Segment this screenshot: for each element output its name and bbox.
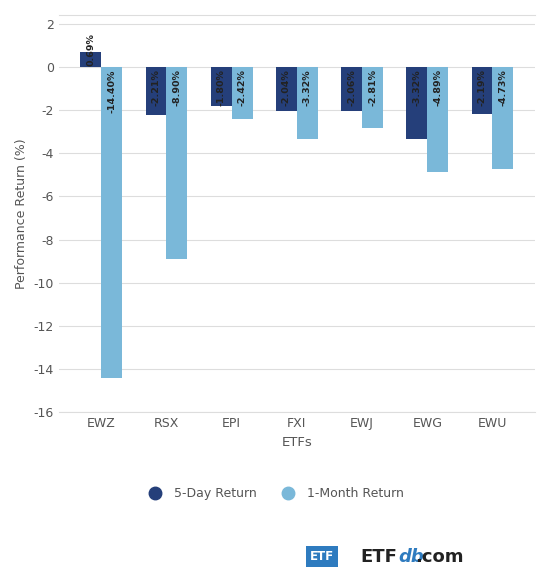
Bar [101, 67, 122, 378]
Text: -2.06%: -2.06% [347, 70, 356, 106]
Text: -3.32%: -3.32% [303, 70, 312, 106]
Text: -3.32%: -3.32% [412, 70, 421, 106]
Bar [406, 67, 427, 139]
Text: -8.90%: -8.90% [173, 70, 182, 106]
Text: -2.21%: -2.21% [152, 70, 161, 106]
Bar [276, 67, 297, 111]
Text: ETF: ETF [310, 550, 334, 563]
Bar [492, 67, 513, 169]
Text: -2.04%: -2.04% [282, 70, 291, 106]
Bar [167, 67, 188, 259]
Y-axis label: Performance Return (%): Performance Return (%) [15, 138, 28, 289]
Bar [341, 67, 362, 111]
Bar [472, 67, 492, 114]
Bar [146, 67, 167, 115]
X-axis label: ETFs: ETFs [282, 436, 312, 449]
Text: -1.80%: -1.80% [217, 70, 226, 106]
Bar [80, 52, 101, 67]
Text: db: db [399, 548, 425, 566]
Text: -2.81%: -2.81% [368, 70, 377, 106]
Bar [362, 67, 383, 127]
Bar [211, 67, 232, 106]
Legend: 5-Day Return, 1-Month Return: 5-Day Return, 1-Month Return [138, 482, 409, 505]
Text: -4.73%: -4.73% [498, 70, 508, 106]
Text: -2.42%: -2.42% [238, 70, 246, 106]
Text: -2.19%: -2.19% [477, 70, 487, 106]
Text: ETF: ETF [360, 548, 397, 566]
Bar [297, 67, 318, 139]
Bar [427, 67, 448, 172]
Text: .com: .com [415, 548, 464, 566]
Text: 0.69%: 0.69% [86, 33, 95, 66]
Text: -4.89%: -4.89% [433, 70, 442, 106]
Text: -14.40%: -14.40% [107, 70, 116, 113]
Bar [232, 67, 252, 119]
